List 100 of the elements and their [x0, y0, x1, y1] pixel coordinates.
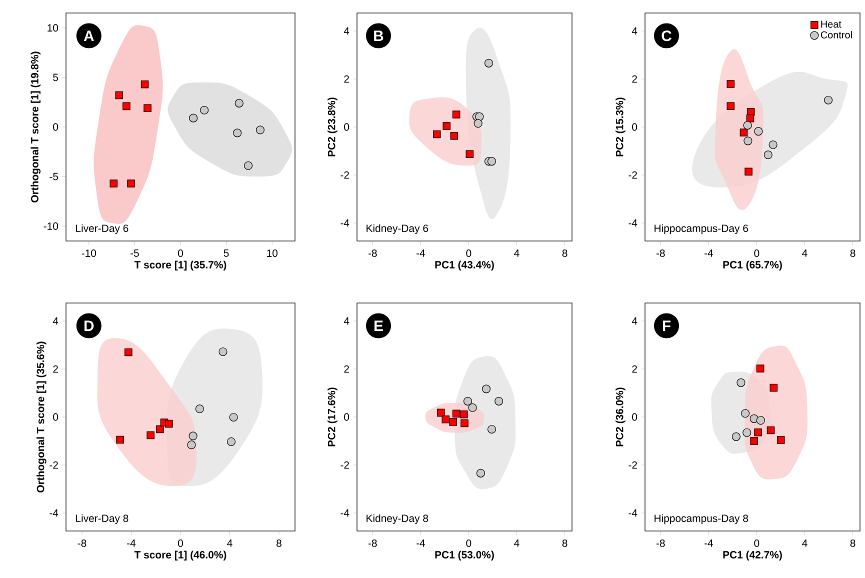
y-tick-label: 4 [632, 317, 638, 325]
point [188, 432, 198, 440]
annotation: Hippocampus-Day 8 [654, 514, 748, 524]
x-tick-label: -4 [416, 540, 425, 547]
y-tick-label: 0 [632, 413, 638, 421]
x-tick-label: -10 [82, 250, 96, 257]
y-tick-label: 2 [632, 365, 637, 373]
x-tick-label: -4 [127, 540, 136, 547]
y-tick-label: 0 [344, 413, 350, 421]
annotation: D [84, 320, 94, 331]
x-axis-title: PC1 (42.7%) [723, 550, 782, 561]
x-tick-label: 0 [178, 540, 183, 547]
x-tick-label: 5 [224, 250, 229, 257]
point [736, 378, 746, 387]
point [452, 110, 460, 118]
point [226, 437, 236, 446]
y-tick-label: -5 [50, 172, 58, 180]
x-tick-label: -8 [78, 540, 86, 547]
point [450, 132, 458, 140]
x-tick-label: 4 [514, 540, 520, 547]
point [432, 130, 441, 138]
point [487, 424, 496, 434]
point [116, 436, 124, 444]
point [741, 409, 750, 418]
point [476, 468, 486, 478]
point [750, 437, 758, 445]
legend-label: Control [820, 31, 852, 38]
x-tick-label: -8 [656, 540, 665, 547]
point [460, 410, 468, 418]
y-tick-label: 0 [53, 413, 58, 421]
y-tick-label: 10 [48, 24, 58, 32]
x-tick-label: 0 [466, 540, 472, 547]
y-tick-label: 4 [344, 27, 350, 35]
x-tick-label: -4 [416, 250, 425, 257]
y-axis-title: PC2 (17.6%) [328, 388, 338, 446]
point [776, 436, 785, 444]
y-axis-title: PC2 (36.0%) [616, 388, 626, 446]
y-tick-label: -2 [50, 461, 58, 469]
y-axis-title: PC2 (23.8%) [328, 98, 338, 156]
y-tick-label: 0 [632, 123, 638, 131]
point [233, 128, 242, 138]
point [256, 126, 264, 134]
y-tick-label: -4 [628, 219, 638, 227]
point [746, 114, 754, 122]
point [140, 80, 149, 88]
y-tick-label: -10 [44, 222, 58, 230]
annotation: A [84, 30, 94, 41]
annotation: Liver-Day 8 [76, 514, 128, 524]
x-axis-title: PC1 (53.0%) [435, 550, 494, 561]
point [165, 420, 173, 428]
x-tick-label: 8 [562, 250, 568, 257]
x-tick-label: -8 [368, 250, 377, 257]
y-axis-title: Orthogonal T score [1] (35.6%) [36, 342, 46, 492]
y-tick-label: -4 [340, 219, 350, 227]
point [824, 96, 833, 104]
point [115, 91, 124, 100]
y-tick-label: 2 [53, 365, 58, 373]
point [187, 440, 196, 450]
point [463, 396, 472, 406]
x-tick-label: -8 [656, 250, 665, 257]
annotation: Hippocampus-Day 6 [654, 224, 748, 234]
y-tick-label: 2 [344, 365, 349, 373]
point [756, 416, 765, 425]
annotation: Kidney-Day 6 [366, 224, 428, 234]
x-tick-label: 10 [267, 250, 278, 257]
point [740, 128, 748, 136]
annotation: B [374, 30, 384, 41]
annotation: C [662, 30, 672, 42]
point [110, 180, 118, 188]
point [442, 122, 450, 130]
x-axis-title: T score [1] (46.0%) [134, 550, 226, 561]
point [127, 180, 135, 188]
x-tick-label: 4 [514, 250, 520, 257]
point [468, 403, 477, 412]
y-tick-label: -2 [340, 171, 349, 179]
y-tick-label: 0 [344, 123, 350, 131]
x-tick-label: -8 [368, 540, 377, 547]
point [229, 412, 238, 422]
y-tick-label: 4 [344, 317, 350, 325]
point [487, 157, 496, 166]
y-axis-title: PC2 (15.3%) [616, 98, 626, 156]
point [766, 426, 775, 434]
point [442, 416, 450, 424]
y-tick-label: -2 [628, 461, 637, 469]
point [743, 121, 752, 130]
point [124, 348, 132, 356]
point [195, 404, 204, 414]
point [732, 432, 740, 441]
point [244, 161, 253, 170]
x-axis-title: T score [1] (35.7%) [134, 260, 226, 271]
y-axis-title: Orthogonal T score [1] (19.8%) [30, 52, 41, 202]
x-tick-label: 0 [178, 250, 183, 257]
point [200, 106, 209, 114]
x-tick-label: 0 [754, 250, 760, 257]
point [189, 114, 198, 122]
y-tick-label: 4 [52, 317, 58, 325]
point [742, 428, 752, 437]
y-tick-label: 2 [344, 75, 349, 83]
point [726, 102, 735, 110]
annotation: Liver-Day 6 [76, 224, 128, 234]
